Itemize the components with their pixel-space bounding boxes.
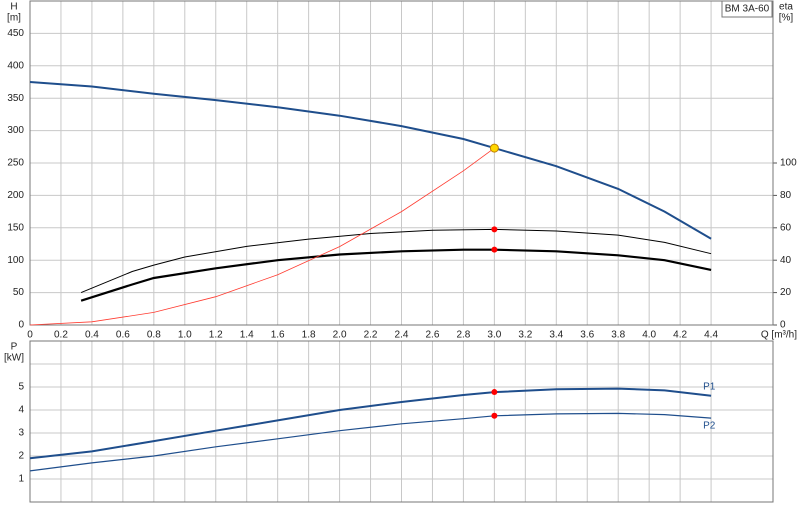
x-tick-label: 3.4 bbox=[549, 330, 563, 341]
x-tick-label: 1.8 bbox=[302, 330, 316, 341]
y-tick-label: 150 bbox=[7, 222, 24, 233]
y-axis-unit: [m] bbox=[7, 13, 21, 24]
curve bbox=[29, 81, 712, 240]
y2-axis-unit: [%] bbox=[779, 13, 794, 24]
y-tick-label: 200 bbox=[7, 190, 24, 201]
y-axis-label: H bbox=[10, 2, 17, 13]
x-tick-label: 1.0 bbox=[178, 330, 192, 341]
y-tick-label: 450 bbox=[7, 28, 24, 39]
y2-axis-label: eta bbox=[779, 2, 793, 13]
y-axis-unit: [kW] bbox=[4, 353, 24, 364]
x-tick-label: 0.2 bbox=[54, 330, 68, 341]
plot-frame bbox=[29, 340, 774, 503]
x-tick-label: 3.8 bbox=[611, 330, 625, 341]
x-tick-label: 3.2 bbox=[518, 330, 532, 341]
y-tick-label: 50 bbox=[13, 287, 25, 298]
y2-tick-label: 0 bbox=[780, 320, 786, 331]
y-tick-label: 4 bbox=[18, 405, 24, 416]
operating-point bbox=[491, 246, 498, 253]
x-tick-label: 1.6 bbox=[271, 330, 285, 341]
x-tick-label: 2.4 bbox=[395, 330, 409, 341]
curve bbox=[29, 412, 712, 472]
y2-tick-label: 40 bbox=[780, 255, 792, 266]
curve bbox=[80, 248, 712, 302]
plot-frame bbox=[29, 0, 774, 326]
curve bbox=[29, 387, 712, 460]
operating-point bbox=[491, 412, 498, 419]
x-tick-label: 4.0 bbox=[642, 330, 656, 341]
y2-tick-label: 60 bbox=[780, 222, 792, 233]
y-tick-label: 5 bbox=[18, 382, 24, 393]
x-tick-label: 2.6 bbox=[426, 330, 440, 341]
curve bbox=[29, 147, 495, 326]
x-axis-label: Q [m³/h] bbox=[761, 330, 797, 341]
x-tick-label: 0 bbox=[27, 330, 33, 341]
x-tick-label: 0.8 bbox=[147, 330, 161, 341]
y2-tick-label: 100 bbox=[780, 158, 797, 169]
y-axis-label: P bbox=[11, 342, 18, 353]
x-tick-label: 3.0 bbox=[487, 330, 501, 341]
y-tick-label: 250 bbox=[7, 158, 24, 169]
x-tick-label: 2.2 bbox=[364, 330, 378, 341]
chart-title: BM 3A-60 bbox=[725, 4, 770, 15]
x-tick-label: 1.4 bbox=[240, 330, 254, 341]
x-tick-label: 3.6 bbox=[580, 330, 594, 341]
curve bbox=[80, 228, 712, 294]
series-label: P1 bbox=[703, 381, 716, 392]
y-tick-label: 350 bbox=[7, 93, 24, 104]
operating-point bbox=[489, 143, 499, 153]
y-tick-label: 100 bbox=[7, 255, 24, 266]
x-tick-label: 2.0 bbox=[333, 330, 347, 341]
x-tick-label: 0.6 bbox=[116, 330, 130, 341]
y-tick-label: 2 bbox=[18, 451, 24, 462]
y2-tick-label: 80 bbox=[780, 190, 792, 201]
series-label: P2 bbox=[703, 421, 716, 432]
operating-point bbox=[491, 389, 498, 396]
x-tick-label: 0.4 bbox=[85, 330, 99, 341]
y-tick-label: 3 bbox=[18, 428, 24, 439]
y-tick-label: 0 bbox=[18, 320, 24, 331]
title-box bbox=[721, 0, 773, 18]
x-tick-label: 4.4 bbox=[704, 330, 718, 341]
x-tick-label: 1.2 bbox=[209, 330, 223, 341]
x-tick-label: 2.8 bbox=[456, 330, 470, 341]
operating-point bbox=[491, 226, 498, 233]
y-tick-label: 1 bbox=[18, 474, 24, 485]
y2-tick-label: 20 bbox=[780, 287, 792, 298]
y-tick-label: 400 bbox=[7, 60, 24, 71]
x-tick-label: 4.2 bbox=[673, 330, 687, 341]
y-tick-label: 300 bbox=[7, 125, 24, 136]
